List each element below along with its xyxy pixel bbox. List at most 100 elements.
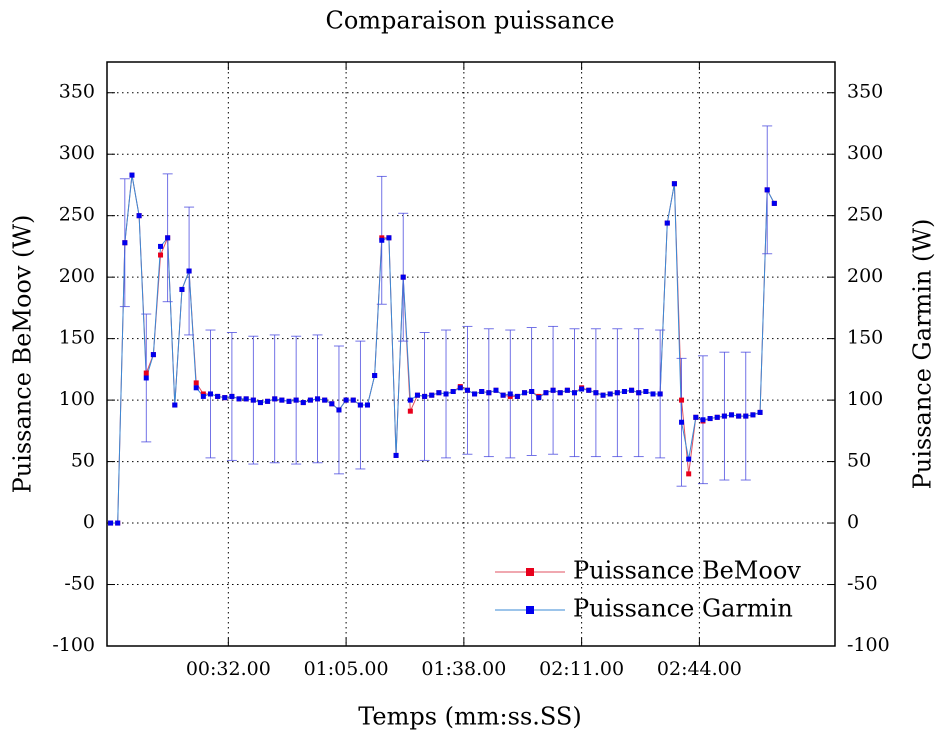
data-point [493,387,499,393]
data-point [729,412,735,418]
y-tick-label: 0 [83,511,95,533]
data-point [407,397,413,403]
data-point [286,398,292,404]
data-point [721,413,727,419]
data-point [257,400,263,406]
data-point [472,391,478,397]
x-axis-label: Temps (mm:ss.SS) [358,703,581,731]
data-point [436,390,442,396]
data-point [158,252,164,258]
x-tick-label: 00:32.00 [186,658,271,680]
data-point [693,414,699,420]
y2-tick-label: 250 [847,204,883,226]
data-point [222,395,228,401]
data-point [586,387,592,393]
data-point [379,237,385,243]
data-point [679,419,685,425]
data-point [579,386,585,392]
y2-tick-label: 350 [847,81,883,103]
data-point [643,388,649,394]
data-point [714,414,720,420]
data-point [629,387,635,393]
data-point [165,235,171,241]
data-point [764,187,770,193]
data-point [400,274,406,280]
y2-tick-label: 150 [847,327,883,349]
data-point [293,397,299,403]
data-point [343,397,349,403]
data-point [236,396,242,402]
y2-tick-label: 200 [847,265,883,287]
data-point [279,397,285,403]
data-point [450,388,456,394]
data-point [679,397,685,403]
data-point [593,390,599,396]
data-point [365,402,371,408]
data-point [650,391,656,397]
y-tick-label: 300 [59,142,95,164]
data-point [329,401,335,407]
data-point [372,373,378,379]
data-point [129,172,135,178]
data-point [664,220,670,226]
data-point [136,213,142,219]
data-point [414,392,420,398]
data-point [607,391,613,397]
data-point [386,235,392,241]
legend-marker [526,568,534,576]
y2-tick-label: 0 [847,511,859,533]
data-point [215,393,221,399]
legend-label: Puissance BeMoov [573,557,801,585]
y2-tick-label: 50 [847,450,871,472]
data-point [186,268,192,274]
data-point [393,452,399,458]
y2-axis-label: Puissance Garmin (W) [909,219,937,490]
legend-label: Puissance Garmin [573,595,793,623]
data-point [143,370,149,376]
data-point [243,396,249,402]
data-point [158,243,164,249]
series-line [110,175,775,524]
y-tick-label: 150 [59,327,95,349]
data-point [700,417,706,423]
data-point [229,393,235,399]
data-point [550,387,556,393]
data-point [657,391,663,397]
data-point [564,387,570,393]
data-point [479,388,485,394]
data-point [514,393,520,399]
y-axis-label: Puissance BeMoov (W) [9,215,37,494]
data-point [636,390,642,396]
x-tick-label: 02:44.00 [657,658,742,680]
data-point [200,393,206,399]
y-tick-label: -50 [64,573,95,595]
data-point [429,392,435,398]
data-point [122,240,128,246]
data-point [336,407,342,413]
data-point [357,402,363,408]
data-point [150,352,156,358]
data-point [522,390,528,396]
y-tick-label: -100 [52,634,95,656]
data-point [686,471,692,477]
data-point [272,396,278,402]
data-point [315,396,321,402]
y-tick-label: 200 [59,265,95,287]
data-point [757,409,763,415]
data-point [529,388,535,394]
chart-title: Comparaison puissance [325,7,614,35]
y2-tick-label: -100 [847,634,890,656]
data-point [457,385,463,391]
data-point [115,520,121,526]
data-point [300,400,306,406]
data-point [486,390,492,396]
x-tick-label: 01:38.00 [421,658,506,680]
data-point [193,380,199,386]
data-point [250,397,256,403]
data-point [507,391,513,397]
data-point [207,391,213,397]
data-point [543,390,549,396]
data-point [143,375,149,381]
